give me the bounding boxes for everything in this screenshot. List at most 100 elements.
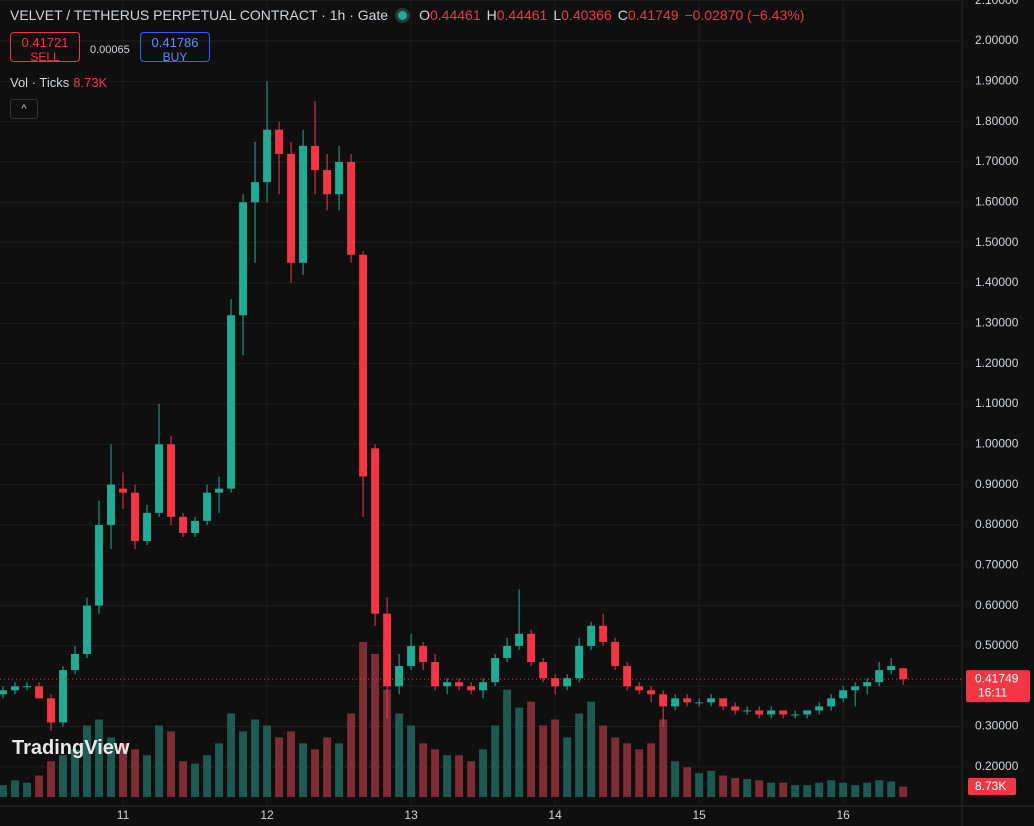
candle-body (803, 710, 812, 715)
candle-body (371, 448, 380, 614)
candle-body (767, 710, 776, 715)
candle-body (167, 444, 175, 517)
y-tick-label: 0.90000 (975, 477, 1019, 491)
x-tick-label: 11 (117, 808, 130, 822)
volume-bar (251, 719, 260, 797)
volume-bar (587, 701, 596, 797)
volume-bar (875, 780, 884, 797)
volume-bar (755, 780, 764, 797)
y-tick-label: 0.80000 (975, 517, 1019, 531)
y-tick-label: 1.10000 (975, 396, 1019, 410)
y-tick-label: 1.00000 (975, 436, 1019, 450)
candle-body (875, 670, 884, 683)
volume-bar (455, 755, 464, 797)
candle-body (707, 698, 716, 703)
candle-body (779, 710, 788, 715)
ohlc-key: L (553, 7, 562, 23)
volume-bar (599, 725, 608, 797)
sell-label: SELL (30, 50, 60, 64)
volume-bar (731, 777, 740, 797)
candle-body (455, 682, 464, 687)
countdown-label: 16:11 (978, 685, 1007, 699)
candle-body (599, 625, 608, 642)
ohlc-key: O (419, 7, 430, 23)
volume-bar (59, 755, 67, 797)
ohlc-key: H (486, 7, 497, 23)
ohlc-value: 0.40366 (561, 7, 612, 23)
collapse-button[interactable]: ^ (10, 99, 38, 119)
sell-button[interactable]: 0.41721 SELL (10, 32, 80, 64)
y-tick-label: 1.90000 (975, 74, 1019, 88)
candle-body (131, 492, 139, 542)
volume-bar (107, 737, 115, 797)
volume-bar (467, 761, 476, 797)
candle-body (215, 488, 224, 493)
volume-bar (335, 743, 344, 797)
indicator-legend: Vol · Ticks 8.73K (10, 75, 107, 90)
volume-bar (575, 713, 584, 797)
volume-bar (551, 719, 560, 797)
volume-bar (407, 725, 416, 797)
volume-bar (623, 743, 632, 797)
candle-body (539, 662, 548, 679)
brand-logo: TradingView (12, 737, 130, 759)
volume-bar (287, 731, 296, 797)
volume-bar (839, 782, 848, 797)
y-tick-label: 2.00000 (975, 33, 1019, 47)
candle-body (671, 698, 680, 707)
volume-bar (803, 785, 812, 797)
candle-body (563, 678, 572, 687)
candle-body (263, 129, 272, 183)
volume-bar (743, 779, 752, 797)
x-tick-label: 14 (548, 808, 562, 822)
candle-body (515, 633, 524, 646)
candle-body (383, 613, 392, 687)
volume-bar (47, 761, 55, 797)
candle-body (743, 710, 752, 712)
status-dot (398, 11, 408, 20)
indicator-value: 8.73K (73, 75, 108, 90)
volume-bar (11, 780, 19, 797)
buy-price: 0.41786 (151, 35, 199, 50)
candle-body (815, 706, 824, 711)
x-tick-label: 15 (692, 808, 706, 822)
volume-bar (419, 743, 428, 797)
candle-body (323, 170, 332, 195)
volume-bar (767, 782, 776, 797)
indicator-name: Vol · Ticks (10, 75, 70, 90)
volume-bar (431, 749, 440, 797)
candle-body (851, 686, 860, 691)
volume-badge (968, 778, 1016, 795)
y-tick-label: 1.60000 (975, 194, 1019, 208)
volume-bar (659, 719, 668, 797)
candle-body (443, 682, 452, 687)
candle-body (311, 145, 320, 171)
candle-body (275, 129, 284, 154)
buy-button[interactable]: 0.41786 BUY (140, 32, 210, 64)
candle-body (719, 698, 728, 707)
volume-label: 8.73K (975, 779, 1006, 793)
volume-bar (299, 743, 308, 797)
candle-body (59, 670, 67, 723)
volume-bar (827, 780, 836, 797)
candle-body (503, 645, 512, 659)
y-tick-label: 0.70000 (975, 557, 1019, 571)
x-tick-label: 12 (260, 808, 274, 822)
candle-body (83, 605, 91, 654)
volume-bar (95, 719, 103, 797)
candle-body (299, 145, 308, 263)
candle-body (251, 182, 260, 203)
candle-body (203, 492, 212, 521)
ohlc-value: 0.44461 (496, 7, 548, 23)
volume-bar (719, 775, 728, 797)
candle-body (479, 682, 488, 691)
volume-bar (0, 785, 7, 797)
candle-body (107, 484, 115, 525)
candle-body (551, 678, 560, 687)
volume-bar (131, 749, 139, 797)
volume-bar (635, 749, 644, 797)
change: −0.02870 (−6.43%) (684, 7, 805, 23)
volume-bar (359, 642, 368, 797)
